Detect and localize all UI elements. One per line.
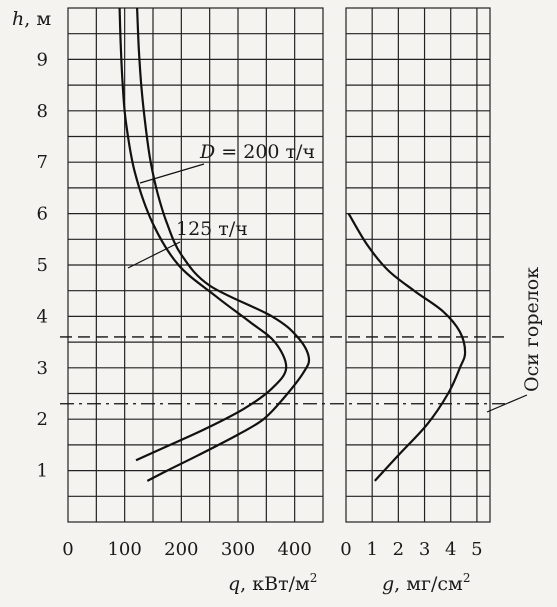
right-curves xyxy=(347,213,467,482)
x-tick-label-g: 2 xyxy=(393,539,404,560)
y-tick-label: 1 xyxy=(37,461,48,482)
y-axis-label: h, м xyxy=(12,8,51,30)
x-axis-sep-g: , xyxy=(394,573,406,595)
left-y-ticks: 1 2 3 4 5 6 7 8 9 xyxy=(37,49,48,481)
y-axis-var: h xyxy=(12,8,24,30)
series-label-200-var: D xyxy=(199,141,215,163)
y-tick-label: 4 xyxy=(37,306,48,327)
x-tick-label-q: 200 xyxy=(164,539,198,560)
burner-axis-lines xyxy=(60,336,505,405)
x-axis-unit-q: кВт/м xyxy=(252,573,310,595)
left-curves xyxy=(118,7,311,482)
left-x-ticks: 0 100 200 300 400 xyxy=(62,539,312,560)
series-line-125 xyxy=(118,7,288,462)
y-tick-label: 7 xyxy=(37,152,48,173)
y-axis-unit: м xyxy=(36,8,51,30)
x-tick-label-q: 100 xyxy=(107,539,141,560)
x-axis-var-q: q xyxy=(228,573,240,595)
x-axis-sup-g: 2 xyxy=(463,571,471,585)
y-tick-label: 9 xyxy=(37,49,48,70)
x-axis-sup-q: 2 xyxy=(310,571,318,585)
y-tick-label: 6 xyxy=(37,204,48,225)
y-tick-label: 5 xyxy=(37,255,48,276)
left-grid xyxy=(67,7,324,523)
y-tick-label: 2 xyxy=(37,409,48,430)
series-label-125: 125 т/ч xyxy=(176,218,248,240)
series-line-200 xyxy=(136,7,311,482)
x-axis-label-g: g, мг/см2 xyxy=(382,571,470,595)
x-tick-label-q: 400 xyxy=(277,539,311,560)
series-label-200: D = 200 т/ч xyxy=(199,141,315,163)
x-axis-var-g: g xyxy=(382,573,394,595)
x-tick-label-g: 5 xyxy=(471,539,482,560)
y-tick-label: 3 xyxy=(37,358,48,379)
x-tick-label-g: 4 xyxy=(445,539,456,560)
x-tick-label-q: 300 xyxy=(221,539,255,560)
x-tick-label-g: 0 xyxy=(340,539,351,560)
x-axis-sep-q: , xyxy=(240,573,252,595)
x-axis-label-q: q, кВт/м2 xyxy=(228,571,317,595)
series-label-125-pointer xyxy=(127,241,181,269)
right-grid xyxy=(345,7,491,523)
burner-axes-annotation: Оси горелок xyxy=(521,267,543,392)
series-label-200-pointer xyxy=(139,163,205,184)
series-label-200-eq: = 200 т/ч xyxy=(215,141,315,163)
x-tick-label-g: 1 xyxy=(366,539,377,560)
y-tick-label: 8 xyxy=(37,101,48,122)
burner-axes-pointer xyxy=(486,394,528,413)
x-tick-label-g: 3 xyxy=(419,539,430,560)
x-tick-label-q: 0 xyxy=(62,539,73,560)
series-line-g xyxy=(347,213,467,482)
y-axis-sep: , xyxy=(24,8,36,30)
x-axis-unit-g: мг/см xyxy=(406,573,463,595)
